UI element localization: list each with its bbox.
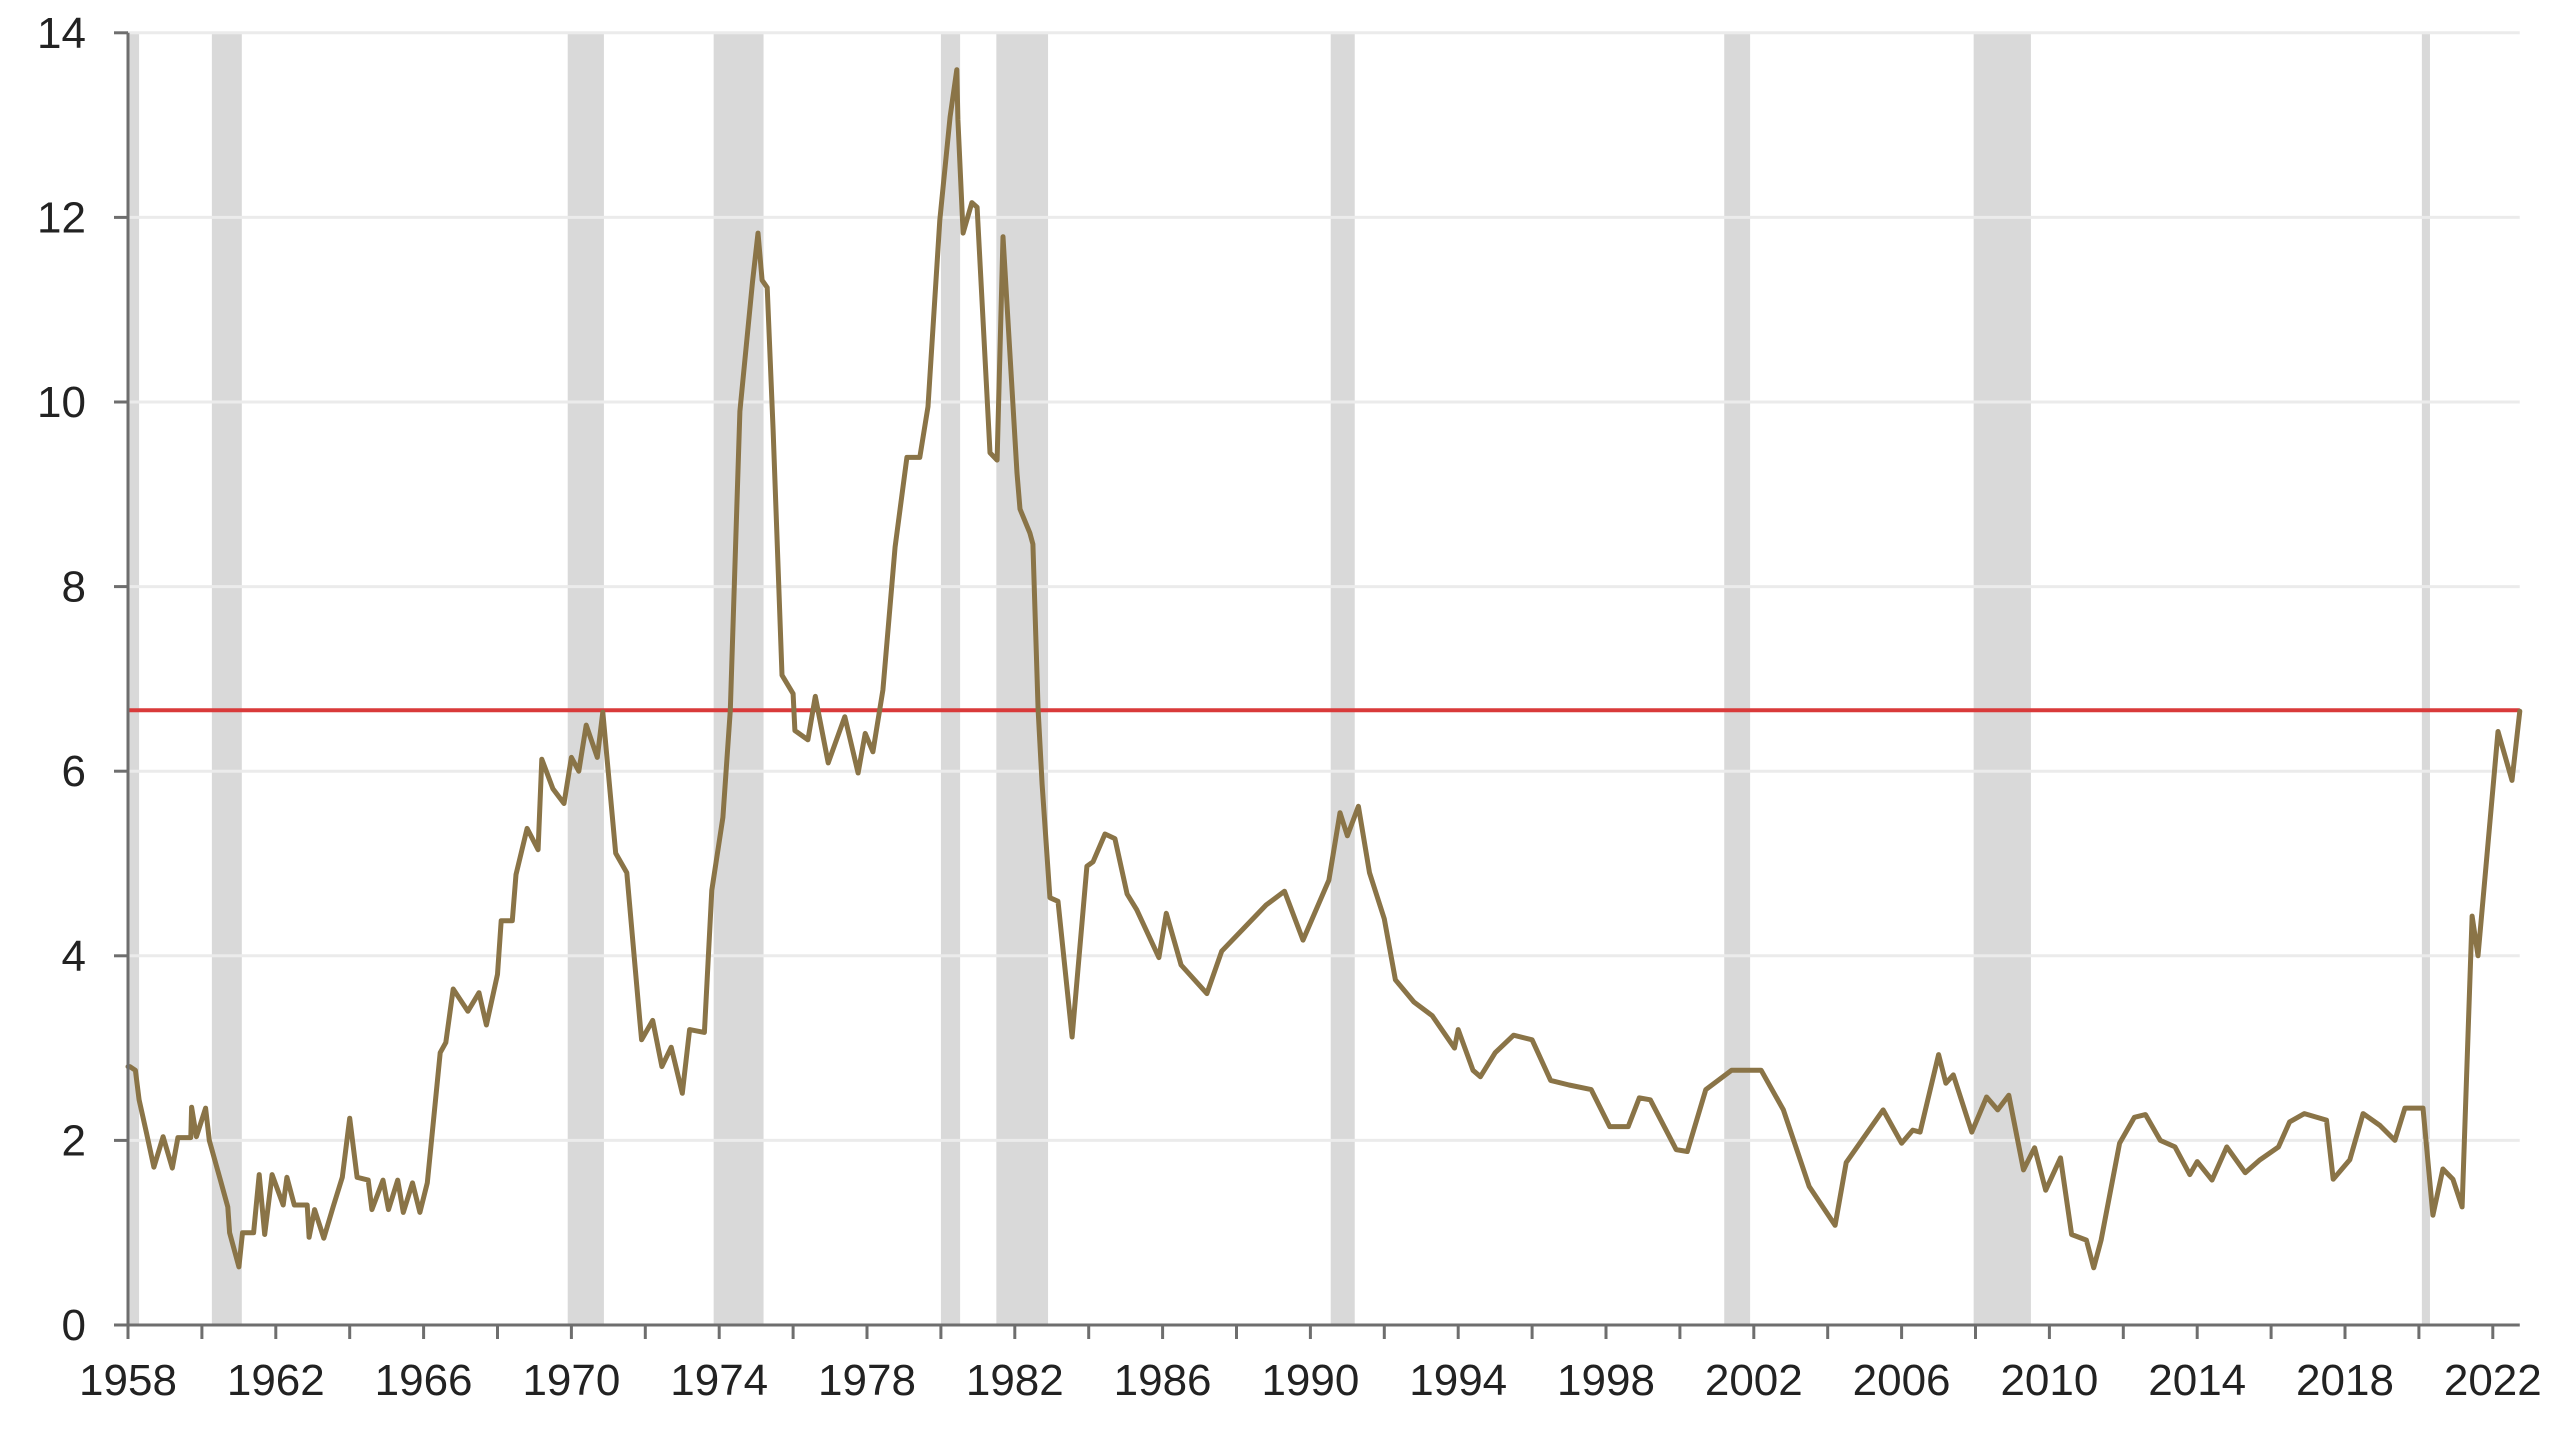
x-tick-label: 1982	[966, 1356, 1064, 1405]
y-tick-label: 6	[62, 747, 86, 796]
y-tick-label: 10	[37, 378, 86, 427]
x-tick-label: 2022	[2444, 1356, 2542, 1405]
x-tick-label: 2014	[2148, 1356, 2246, 1405]
x-axis-labels: 1958 1962 1966 1970 1974 1978 1982 1986 1990 1994…	[79, 1356, 2542, 1405]
x-tick-label: 1966	[375, 1356, 473, 1405]
recession-band	[1724, 32, 1751, 1325]
x-tick-label: 2002	[1705, 1356, 1803, 1405]
x-tick-label: 1994	[1409, 1356, 1507, 1405]
y-tick-label: 14	[37, 9, 86, 58]
y-tick-label: 0	[62, 1301, 86, 1350]
recession-band	[567, 32, 604, 1325]
recession-shading	[128, 32, 2430, 1325]
x-tick-label: 1978	[818, 1356, 916, 1405]
x-tick-label: 1970	[522, 1356, 620, 1405]
x-tick-label: 1998	[1557, 1356, 1655, 1405]
recession-band	[2421, 32, 2430, 1325]
x-tick-label: 1958	[79, 1356, 177, 1405]
x-tick-label: 2010	[2000, 1356, 2098, 1405]
recession-band	[211, 32, 242, 1325]
recession-band	[996, 32, 1049, 1325]
x-tick-label: 1962	[227, 1356, 325, 1405]
x-tick-label: 1974	[670, 1356, 768, 1405]
x-tick-label: 2018	[2296, 1356, 2394, 1405]
y-tick-label: 4	[62, 932, 86, 981]
axes	[114, 31, 2520, 1339]
y-tick-label: 2	[62, 1116, 86, 1165]
recession-band	[128, 32, 140, 1325]
y-tick-label: 8	[62, 563, 86, 612]
x-tick-label: 2006	[1853, 1356, 1951, 1405]
recession-band	[940, 32, 961, 1325]
x-tick-label: 1990	[1261, 1356, 1359, 1405]
recession-band	[713, 32, 764, 1325]
y-gridlines	[128, 31, 2520, 1142]
recession-band	[1973, 32, 2031, 1325]
series-line	[125, 67, 2523, 1271]
x-tick-label: 1986	[1114, 1356, 1212, 1405]
y-axis-labels: 0 2 4 6 8 10 12 14	[37, 9, 86, 1350]
data-series	[125, 67, 2523, 1271]
recession-band	[1330, 32, 1355, 1325]
y-tick-label: 12	[37, 193, 86, 242]
